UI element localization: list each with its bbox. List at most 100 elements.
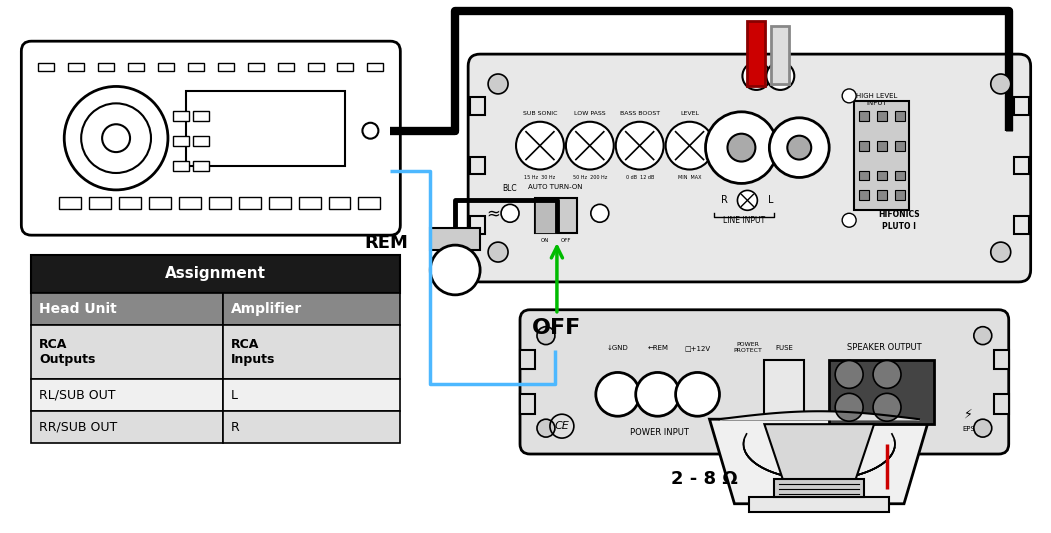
Bar (186, 91, 346, 166)
Bar (68, 63, 84, 71)
Text: ⚡: ⚡ (965, 408, 973, 421)
Circle shape (102, 124, 130, 152)
Bar (470, 157, 486, 174)
Bar (173, 136, 189, 146)
FancyBboxPatch shape (520, 310, 1009, 454)
Bar (223, 379, 400, 411)
Bar (854, 101, 909, 211)
Circle shape (991, 74, 1011, 94)
Text: AUTO TURN-ON: AUTO TURN-ON (528, 184, 582, 190)
Bar (878, 141, 887, 151)
Circle shape (676, 373, 720, 416)
Text: ↓GND: ↓GND (606, 344, 628, 351)
Bar (149, 197, 171, 209)
Circle shape (873, 360, 901, 389)
Bar (994, 394, 1009, 414)
Circle shape (742, 62, 770, 90)
Circle shape (836, 393, 863, 421)
Bar (878, 111, 887, 121)
Bar (38, 63, 55, 71)
Text: SUB SONIC: SUB SONIC (522, 111, 557, 116)
Bar (239, 197, 261, 209)
Text: LINE INPUT: LINE INPUT (723, 216, 765, 225)
Bar (859, 171, 869, 181)
Bar (749, 497, 889, 512)
Bar (771, 26, 789, 84)
Bar (358, 197, 380, 209)
Bar (470, 97, 486, 115)
FancyBboxPatch shape (21, 41, 400, 235)
Bar (775, 479, 864, 497)
Circle shape (488, 242, 508, 262)
Text: INPUT: INPUT (867, 100, 887, 106)
Bar (248, 63, 264, 71)
Circle shape (787, 136, 811, 159)
Bar (895, 141, 905, 151)
Bar (994, 350, 1009, 369)
Bar (98, 63, 115, 71)
Text: □+12V: □+12V (684, 344, 710, 351)
Bar (298, 197, 321, 209)
Bar (223, 411, 400, 443)
Text: POWER INPUT: POWER INPUT (631, 427, 689, 437)
Bar (32, 293, 223, 325)
Circle shape (836, 360, 863, 389)
Text: LOW PASS: LOW PASS (574, 111, 605, 116)
Text: BLC: BLC (502, 184, 517, 193)
Circle shape (501, 204, 519, 222)
Circle shape (591, 204, 609, 222)
Circle shape (766, 62, 795, 90)
Text: ←REM: ←REM (647, 344, 668, 351)
Text: Head Unit: Head Unit (39, 302, 117, 316)
Bar (269, 197, 291, 209)
Circle shape (873, 393, 901, 421)
Bar (158, 63, 173, 71)
Circle shape (974, 419, 992, 437)
Circle shape (565, 122, 614, 169)
Text: RCA
Inputs: RCA Inputs (231, 338, 275, 366)
Bar (430, 228, 480, 250)
Text: LEVEL: LEVEL (680, 111, 699, 116)
Bar (308, 63, 324, 71)
Text: RCA
Outputs: RCA Outputs (39, 338, 96, 366)
Bar (173, 111, 189, 121)
Bar (859, 111, 869, 121)
Text: 15 Hz  30 Hz: 15 Hz 30 Hz (524, 175, 556, 181)
Bar (859, 141, 869, 151)
Text: REM: REM (365, 234, 408, 252)
Bar (470, 216, 486, 234)
Bar (59, 197, 81, 209)
Bar (368, 63, 384, 71)
Circle shape (516, 122, 564, 169)
Bar (223, 325, 400, 379)
Circle shape (842, 213, 857, 227)
Bar (223, 293, 400, 325)
Bar (747, 21, 765, 86)
Bar (193, 136, 209, 146)
Text: R: R (231, 421, 240, 434)
Text: R: R (721, 196, 728, 205)
Circle shape (842, 89, 857, 103)
Bar (535, 198, 577, 233)
Bar (193, 160, 209, 171)
Circle shape (430, 245, 480, 295)
Bar (119, 197, 141, 209)
Circle shape (974, 327, 992, 345)
Circle shape (991, 242, 1011, 262)
Text: 50 Hz  200 Hz: 50 Hz 200 Hz (573, 175, 607, 181)
Circle shape (64, 86, 168, 190)
Text: HIGH LEVEL: HIGH LEVEL (857, 93, 898, 99)
Text: L: L (767, 196, 774, 205)
Text: OFF: OFF (560, 238, 571, 243)
Bar (520, 350, 535, 369)
Polygon shape (764, 424, 874, 484)
Circle shape (537, 419, 555, 437)
Bar (89, 197, 111, 209)
Circle shape (81, 103, 151, 173)
Bar (878, 190, 887, 200)
Text: FUSE: FUSE (776, 344, 794, 351)
Circle shape (738, 190, 758, 211)
Text: POWER
PROTECT: POWER PROTECT (733, 342, 762, 353)
Text: ≈: ≈ (487, 204, 500, 222)
Bar (128, 63, 144, 71)
